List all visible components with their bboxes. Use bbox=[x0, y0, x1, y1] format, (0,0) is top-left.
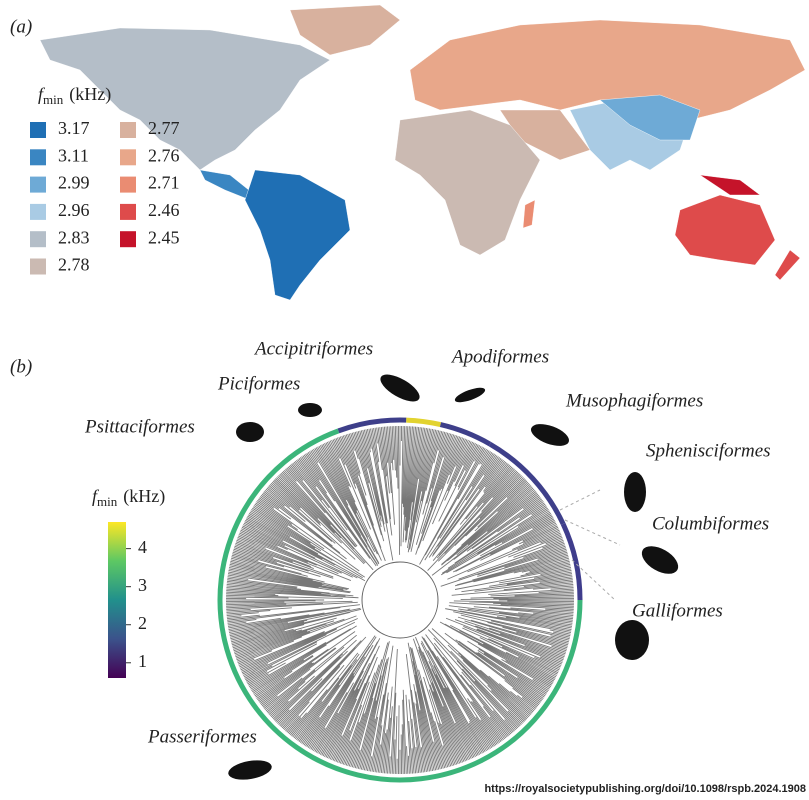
legend-swatch bbox=[30, 149, 46, 166]
pointer-lines bbox=[559, 489, 621, 601]
order-label: Piciformes bbox=[217, 373, 300, 394]
legend-title: fmin (kHz) bbox=[38, 84, 111, 107]
world-map bbox=[39, 4, 806, 301]
north-america bbox=[39, 27, 331, 171]
order-label: Columbiformes bbox=[652, 513, 769, 534]
africa bbox=[394, 109, 541, 256]
legend-swatch bbox=[120, 231, 136, 248]
legend-swatch bbox=[30, 203, 46, 220]
colorbar-tick-label: 3 bbox=[138, 575, 147, 595]
colorbar-title: fmin (kHz) bbox=[92, 486, 165, 509]
eurasia bbox=[409, 19, 806, 121]
order-label: Apodiformes bbox=[450, 346, 549, 367]
tip-ring bbox=[560, 522, 583, 601]
madagascar bbox=[522, 199, 536, 229]
south-america bbox=[244, 169, 351, 301]
colorbar-tick-label: 1 bbox=[138, 651, 147, 671]
legend-label: 3.11 bbox=[58, 145, 89, 165]
order-label: Passeriformes bbox=[147, 726, 257, 747]
silhouettes bbox=[228, 374, 679, 780]
legend-swatch bbox=[120, 122, 136, 138]
colorbar-tick-label: 4 bbox=[138, 537, 147, 557]
legend-label: 2.78 bbox=[58, 255, 90, 275]
panel-label: (b) bbox=[10, 356, 32, 377]
greenland bbox=[289, 4, 401, 56]
branches bbox=[226, 426, 574, 774]
order-label: Sphenisciformes bbox=[646, 440, 771, 461]
legend-swatch bbox=[120, 203, 136, 220]
legend-label: 2.77 bbox=[148, 118, 180, 138]
legend-swatch bbox=[120, 149, 136, 166]
colorbar: 1 2 3 4 bbox=[108, 522, 147, 678]
order-labels: Accipitriformes Apodiformes Piciformes Muso… bbox=[84, 338, 771, 747]
legend-swatch bbox=[30, 258, 46, 275]
legend-label: 3.17 bbox=[58, 118, 90, 138]
tip-ring bbox=[217, 428, 583, 783]
panel-label: (a) bbox=[10, 16, 32, 37]
colorbar-tick-label: 2 bbox=[138, 613, 147, 633]
root bbox=[361, 561, 439, 639]
tip-ring bbox=[337, 417, 407, 434]
legend-label: 2.71 bbox=[148, 173, 180, 193]
legend: 3.17 3.11 2.99 2.96 2.83 2.78 2.77 2.76 2.71 2.46… bbox=[30, 118, 180, 275]
order-label: Psittaciformes bbox=[84, 416, 195, 437]
order-label: Accipitriformes bbox=[253, 338, 373, 359]
legend-swatch bbox=[30, 231, 46, 248]
new-zealand bbox=[774, 249, 801, 281]
order-label: Musophagiformes bbox=[565, 390, 703, 411]
phylogenetic-tree bbox=[217, 417, 583, 783]
legend-swatch bbox=[30, 176, 46, 193]
legend-label: 2.76 bbox=[148, 145, 180, 165]
china bbox=[599, 94, 701, 141]
order-label: Galliformes bbox=[632, 600, 723, 621]
legend-label: 2.46 bbox=[148, 200, 180, 220]
new-guinea bbox=[699, 174, 761, 196]
legend-label: 2.99 bbox=[58, 173, 90, 193]
legend-label: 2.83 bbox=[58, 227, 90, 247]
legend-swatch bbox=[120, 176, 136, 193]
australia bbox=[674, 194, 776, 266]
legend-swatch bbox=[30, 122, 46, 138]
colorbar-bar bbox=[108, 522, 126, 678]
legend-label: 2.96 bbox=[58, 200, 90, 220]
legend-label: 2.45 bbox=[148, 227, 180, 247]
source-url: https://royalsocietypublishing.org/doi/1… bbox=[484, 783, 806, 795]
tip-ring bbox=[488, 441, 566, 525]
tip-ring bbox=[439, 422, 492, 447]
tip-ring bbox=[406, 417, 442, 428]
